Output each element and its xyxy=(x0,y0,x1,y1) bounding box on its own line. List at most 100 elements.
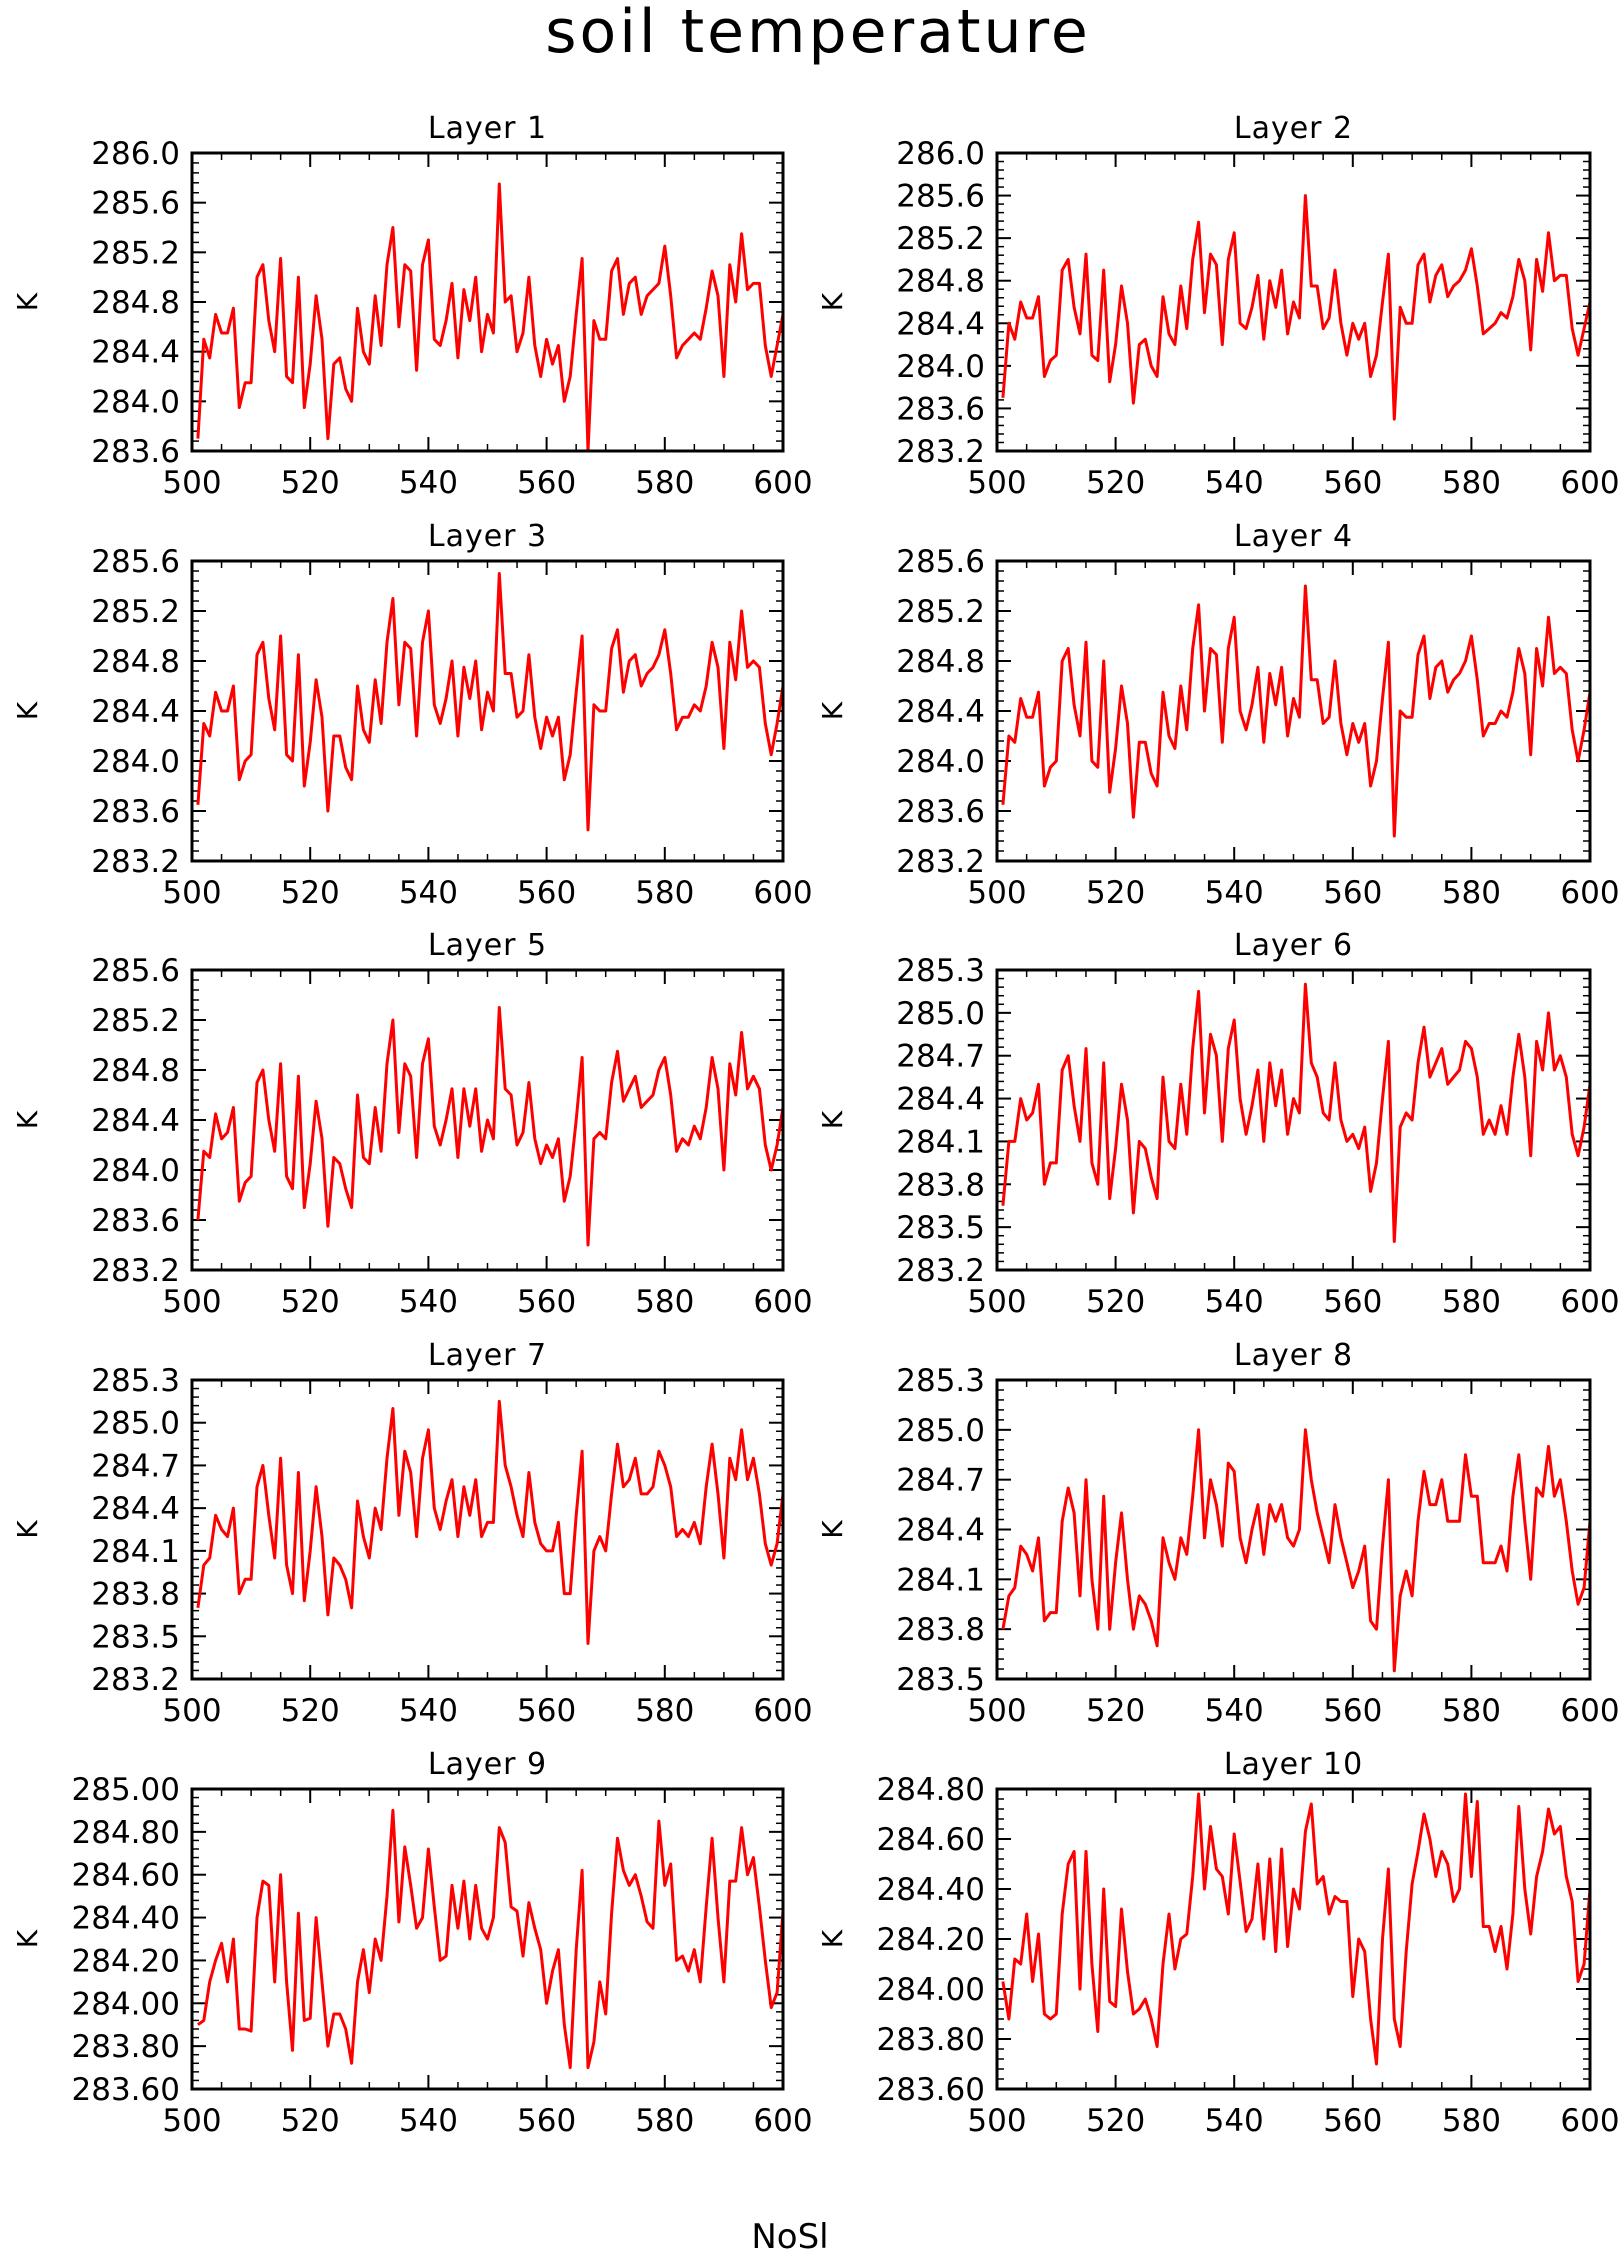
x-tick-label: 600 xyxy=(753,465,812,501)
x-tick-label: 540 xyxy=(1205,875,1264,911)
x-tick-label: 540 xyxy=(399,875,458,911)
x-tick-label: 600 xyxy=(753,2103,812,2139)
x-tick-label: 560 xyxy=(1323,1284,1382,1320)
panel-layer-7: Layer 7 K 283.2 283.5 283.8 284.1 284.4 284.7 28… xyxy=(11,1338,813,1729)
x-tick-label: 580 xyxy=(635,2103,694,2139)
y-tick-label: 284.1 xyxy=(91,1534,180,1570)
panel-layer-5: Layer 5 K 283.2 283.6 284.0 284.4 284.8 285.2 28… xyxy=(11,928,813,1320)
x-tick-label: 520 xyxy=(1086,1284,1145,1320)
series-line xyxy=(1001,1792,1592,2066)
x-tick-label: 580 xyxy=(635,875,694,911)
series-line xyxy=(1001,982,1592,1243)
x-tick-label: 520 xyxy=(1086,875,1145,911)
x-tick-label: 600 xyxy=(1560,465,1619,501)
panel-layer-1: Layer 1 K 283.6 284.0 284.4 284.8 285.2 285.6 28… xyxy=(11,111,813,501)
y-tick-label: 283.8 xyxy=(896,1612,985,1648)
y-tick-label: 284.8 xyxy=(91,1053,180,1089)
panels-container: Layer 1 K 283.6 284.0 284.4 284.8 285.2 285.6 28… xyxy=(11,111,1620,2139)
x-tick-label: 560 xyxy=(1323,875,1382,911)
y-tick-label: 284.20 xyxy=(72,1943,180,1979)
x-tick-label: 500 xyxy=(162,465,221,501)
y-axis-title: K xyxy=(11,701,44,720)
y-tick-label: 285.2 xyxy=(896,221,985,257)
x-tick-label: 540 xyxy=(399,1284,458,1320)
y-tick-label: 284.7 xyxy=(896,1039,985,1075)
y-tick-label: 285.6 xyxy=(896,544,985,580)
panel-layer-8: Layer 8 K 283.5 283.8 284.1 284.4 284.7 285.0 28… xyxy=(816,1338,1620,1729)
y-tick-label: 283.80 xyxy=(72,2029,180,2065)
y-tick-label: 283.2 xyxy=(896,1253,985,1289)
x-tick-label: 540 xyxy=(1205,1693,1264,1729)
y-tick-label: 283.6 xyxy=(91,434,180,470)
y-axis-title: K xyxy=(816,701,849,720)
y-tick-label: 284.8 xyxy=(91,285,180,321)
plot-frame xyxy=(190,559,785,863)
y-tick-label: 284.40 xyxy=(877,1872,985,1908)
x-tick-label: 500 xyxy=(162,1693,221,1729)
y-tick-label: 284.4 xyxy=(896,306,985,342)
x-tick-label: 580 xyxy=(1442,1284,1501,1320)
y-tick-label: 285.6 xyxy=(91,186,180,222)
panel-layer-3: Layer 3 K 283.2 283.6 284.0 284.4 284.8 285.2 28… xyxy=(11,519,813,911)
y-tick-label: 284.1 xyxy=(896,1124,985,1160)
y-tick-label: 284.4 xyxy=(91,1103,180,1139)
x-tick-label: 580 xyxy=(1442,875,1501,911)
y-axis-title: K xyxy=(11,292,44,311)
x-tick-label: 560 xyxy=(1323,465,1382,501)
panel-title: Layer 10 xyxy=(1224,1747,1363,1782)
y-tick-label: 283.6 xyxy=(896,794,985,830)
y-tick-label: 283.5 xyxy=(896,1210,985,1246)
x-tick-label: 520 xyxy=(281,1693,340,1729)
y-tick-label: 285.2 xyxy=(91,1003,180,1039)
panel-title: Layer 1 xyxy=(428,111,547,146)
series-line xyxy=(1001,194,1592,421)
y-tick-label: 284.4 xyxy=(896,694,985,730)
y-axis-title: K xyxy=(816,1110,849,1129)
panel-title: Layer 8 xyxy=(1234,1338,1353,1373)
series-line xyxy=(1001,584,1592,838)
y-axis-title: K xyxy=(11,1520,44,1539)
x-tick-label: 500 xyxy=(967,465,1026,501)
x-tick-label: 500 xyxy=(162,2103,221,2139)
y-tick-label: 286.0 xyxy=(91,136,180,172)
y-tick-label: 284.7 xyxy=(896,1463,985,1499)
x-tick-label: 560 xyxy=(517,875,576,911)
x-tick-label: 520 xyxy=(281,1284,340,1320)
y-tick-label: 285.0 xyxy=(896,1413,985,1449)
y-tick-label: 285.2 xyxy=(896,594,985,630)
y-tick-label: 284.00 xyxy=(72,1986,180,2022)
y-axis-title: K xyxy=(816,1929,849,1948)
y-tick-label: 284.60 xyxy=(72,1858,180,1894)
y-tick-label: 284.8 xyxy=(896,644,985,680)
y-tick-label: 284.0 xyxy=(91,1153,180,1189)
x-tick-label: 540 xyxy=(1205,2103,1264,2139)
panel-layer-10: Layer 10 K 283.60 283.80 284.00 284.20 284.40 2… xyxy=(816,1747,1620,2139)
x-axis-title: NoSl xyxy=(751,2217,828,2257)
y-tick-label: 284.4 xyxy=(91,1491,180,1527)
x-tick-label: 520 xyxy=(281,2103,340,2139)
series-line xyxy=(197,1808,785,2070)
y-tick-label: 285.0 xyxy=(91,1406,180,1442)
x-tick-label: 520 xyxy=(1086,465,1145,501)
y-tick-label: 285.6 xyxy=(91,544,180,580)
y-axis-title: K xyxy=(11,1929,44,1948)
panel-title: Layer 4 xyxy=(1234,519,1353,554)
y-tick-label: 284.4 xyxy=(91,335,180,371)
x-tick-label: 560 xyxy=(1323,1693,1382,1729)
panel-title: Layer 6 xyxy=(1234,928,1353,963)
x-tick-label: 500 xyxy=(162,1284,221,1320)
panel-layer-2: Layer 2 K 283.2 283.6 284.0 284.4 284.8 285.2 28… xyxy=(816,111,1620,501)
panel-title: Layer 9 xyxy=(428,1747,547,1782)
y-tick-label: 283.2 xyxy=(91,844,180,880)
x-tick-label: 500 xyxy=(967,1284,1026,1320)
y-tick-label: 284.0 xyxy=(91,744,180,780)
plot-frame xyxy=(995,968,1592,1272)
x-tick-label: 520 xyxy=(1086,1693,1145,1729)
y-tick-label: 284.1 xyxy=(896,1562,985,1598)
panel-title: Layer 5 xyxy=(428,928,547,963)
panel-title: Layer 2 xyxy=(1234,111,1353,146)
plot-frame xyxy=(190,1787,785,2091)
x-tick-label: 600 xyxy=(1560,875,1619,911)
y-tick-label: 284.20 xyxy=(877,1922,985,1958)
y-tick-label: 285.3 xyxy=(91,1363,180,1399)
